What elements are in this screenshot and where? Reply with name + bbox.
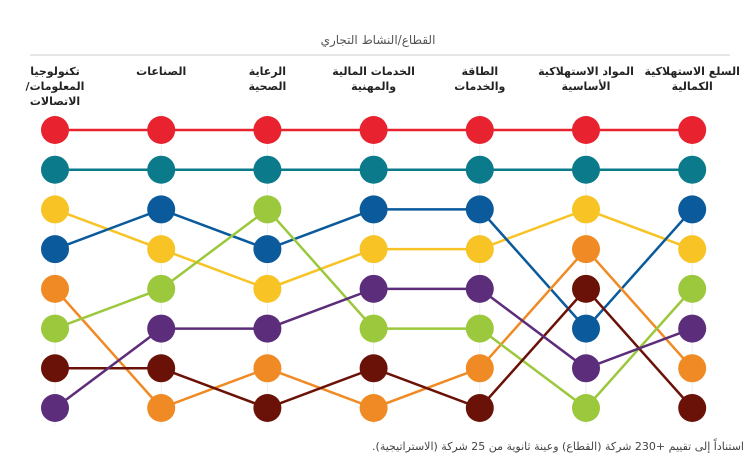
rank-dot [147,155,176,184]
rank-dot [359,116,388,144]
rank-dot [41,235,69,264]
rank-dot [359,235,388,264]
rank-dot [253,394,282,422]
rank-dot [359,195,388,224]
rank-dot [41,116,69,144]
rank-dot [359,155,388,184]
footnote: استناداً إلى تقييم +230 شركة (القطاع) وع… [372,440,744,453]
rank-dot [465,195,494,224]
rank-dot [359,314,388,343]
rank-dot [678,314,707,343]
category-label: الخدمات المالية والمهنية [332,65,415,93]
rank-dot [359,274,388,303]
rank-dot [572,235,600,264]
category-label: السلع الاستهلاكية الكمالية [644,65,740,93]
rank-dot [572,314,600,343]
rank-dot [465,116,494,144]
rank-dot [147,235,176,264]
rank-dot [147,274,176,303]
rank-dot [147,394,176,422]
category-label: الصناعات [136,65,187,78]
rank-dot [572,195,600,224]
rank-dot [147,314,176,343]
rank-dot [465,235,494,264]
rank-dot [465,394,494,422]
rank-dot [678,354,707,383]
rank-dot [41,394,69,422]
rank-dot [253,274,282,303]
rank-dot [359,394,388,422]
rank-dot [572,354,600,383]
rank-dot [147,195,176,224]
rank-dot [41,155,69,184]
rank-dot [572,155,600,184]
category-label: الرعاية الصحية [248,65,287,93]
rank-dot [465,314,494,343]
rank-dot [678,274,707,303]
rank-dot [465,155,494,184]
rank-dot [41,314,69,343]
rank-dot [253,195,282,224]
category-label: تكنولوجيا المعلومات/ الاتصالات [25,65,85,108]
rank-dot [572,274,600,303]
category-label: المواد الاستهلاكية الأساسية [538,65,634,93]
rank-dot [678,235,707,264]
rank-dot [253,314,282,343]
rank-dot [678,394,707,422]
rank-dot [465,274,494,303]
chart-title: القطاع/النشاط التجاري [320,33,436,47]
rank-dot [147,116,176,144]
rank-dot [678,116,707,144]
rank-dot [41,274,69,303]
rank-dot [465,354,494,383]
rank-dot [572,116,600,144]
rank-dot [147,354,176,383]
rank-dot [678,195,707,224]
rank-dot [253,354,282,383]
rank-dot [253,116,282,144]
category-label: الطاقة والخدمات [454,65,506,93]
rank-dot [678,155,707,184]
rank-dot [41,195,69,224]
rank-dot [41,354,69,383]
rank-dot [572,394,600,422]
rank-dot [253,235,282,264]
rank-dot [253,155,282,184]
rank-dot [359,354,388,383]
